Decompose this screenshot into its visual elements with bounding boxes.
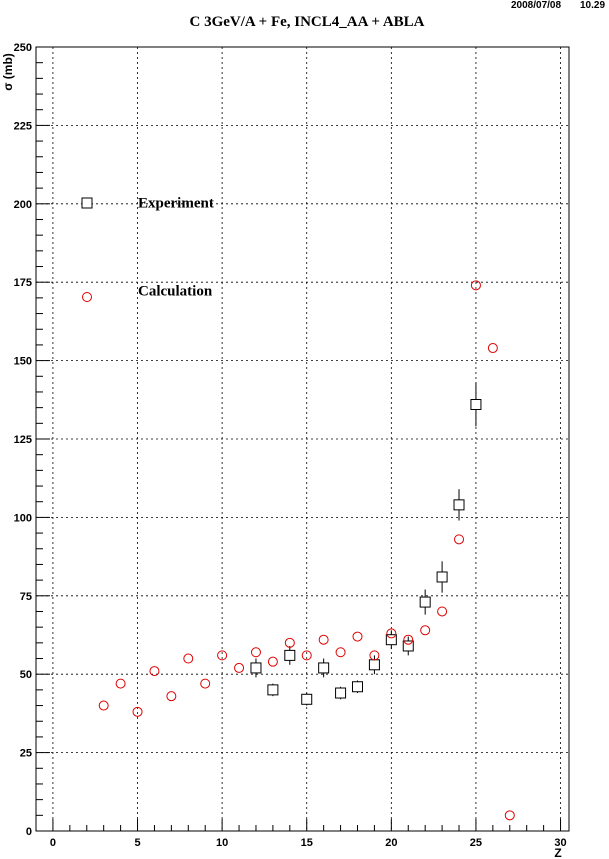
experiment-point [318,658,330,678]
y-tick-label: 25 [20,748,32,760]
legend-entry-calculation: Calculation [82,283,213,302]
calculation-point [504,810,515,821]
legend-label-experiment: Experiment [138,195,214,211]
square-marker [250,662,262,674]
y-tick-label: 75 [20,591,32,603]
calculation-point [217,650,228,661]
calculation-point [335,647,346,658]
experiment-point [470,382,482,427]
square-marker [419,596,431,608]
experiment-point [419,589,431,615]
x-tick-label: 10 [216,837,228,849]
calculation-point [301,650,312,661]
x-tick-label: 30 [554,837,566,849]
calculation-point [420,625,431,636]
square-marker [470,399,482,411]
calculation-point [166,691,177,702]
legend-marker-calculation [82,292,92,302]
calculation-point [183,653,194,664]
axes: 0 5 10 15 20 25 30 0 25 50 75 100 125 150 175 200 225 250 [14,42,567,849]
y-tick-label: 250 [14,42,32,54]
x-tick-label: 25 [470,837,482,849]
calculation-point [234,662,245,673]
calculation-point [454,534,465,545]
calculation-point [352,631,363,642]
header-time: 10.29 [580,0,605,11]
x-tick-label: 20 [385,837,397,849]
x-axis-label: Z [554,846,561,859]
grid-lines [36,46,569,832]
y-tick-label: 125 [14,434,32,446]
square-marker [318,662,330,674]
calculation-point [284,637,295,648]
series-calculation [98,280,515,821]
calculation-point [437,606,448,617]
experiment-point [250,658,262,678]
x-tick-label: 0 [50,837,56,849]
calculation-point [487,343,498,354]
square-marker [351,681,363,693]
calculation-point [250,647,261,658]
y-tick-label: 0 [26,826,32,838]
calculation-point [98,700,109,711]
calculation-point [386,628,397,639]
legend-label-calculation: Calculation [138,283,213,299]
header-date: 2008/07/08 [511,0,561,11]
experiment-point [301,693,313,706]
experiment-point [284,645,296,665]
calculation-point [200,678,211,689]
y-tick-label: 200 [14,199,32,211]
square-marker [453,499,465,511]
square-marker [267,684,279,696]
legend: Experiment Calculation [81,195,214,302]
calculation-point [403,634,414,645]
experiment-point [402,636,414,656]
x-tick-label: 5 [134,837,140,849]
x-tick-label: 15 [301,837,313,849]
calculation-point [267,656,278,667]
legend-marker-experiment [81,197,93,209]
y-tick-label: 100 [14,512,32,524]
experiment-point [385,630,397,650]
chart-title: C 3GeV/A + Fe, INCL4_AA + ABLA [189,14,424,30]
y-tick-label: 50 [20,669,32,681]
calculation-point [318,634,329,645]
calculation-point [132,706,143,717]
square-marker [284,649,296,661]
experiment-point [351,680,363,694]
experiment-point [436,561,448,593]
y-tick-label: 175 [14,277,32,289]
calculation-point [470,280,481,291]
calculation-point [369,650,380,661]
square-marker [335,687,347,699]
square-marker [301,693,313,705]
legend-entry-experiment: Experiment [81,195,214,211]
series-experiment [250,382,482,706]
y-tick-label: 150 [14,356,32,368]
square-marker [436,571,448,583]
y-axis-label: σ (mb) [1,53,15,91]
y-tick-label: 225 [14,120,32,132]
experiment-point [453,489,465,521]
calculation-point [115,678,126,689]
calculation-point [149,666,160,677]
square-marker [402,640,414,652]
experiment-point [335,686,347,700]
square-marker [368,659,380,671]
experiment-point [267,683,279,697]
square-marker [385,634,397,646]
